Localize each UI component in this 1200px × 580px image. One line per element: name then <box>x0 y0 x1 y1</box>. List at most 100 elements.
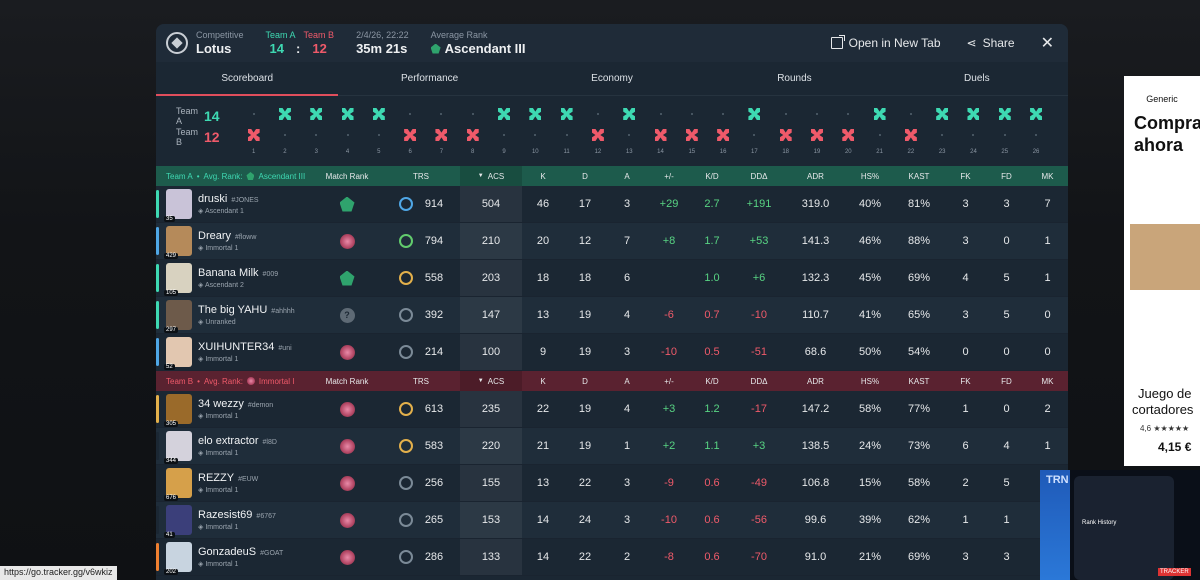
tab-rounds[interactable]: Rounds <box>777 73 812 84</box>
player-name[interactable]: REZZY <box>198 472 235 484</box>
player-name[interactable]: druski <box>198 193 228 205</box>
timeline-round-a[interactable] <box>426 106 457 122</box>
timeline-round-b[interactable] <box>301 127 332 143</box>
timeline-round-b[interactable] <box>426 127 457 143</box>
timeline-round-b[interactable] <box>394 127 425 143</box>
timeline-round-a[interactable] <box>394 106 425 122</box>
col-dd[interactable]: DDΔ <box>750 376 768 386</box>
player-cell[interactable]: 202 GonzadeuS #GOAT ◈ Immortal 1 <box>156 542 312 575</box>
player-name[interactable]: GonzadeuS <box>198 546 257 558</box>
tab-performance[interactable]: Performance <box>400 73 459 84</box>
col-a[interactable]: A <box>624 376 630 386</box>
timeline-round-b[interactable] <box>739 127 770 143</box>
timeline-round-b[interactable] <box>770 127 801 143</box>
timeline-round-b[interactable] <box>958 127 989 143</box>
player-cell[interactable]: 105 Banana Milk #009 ◈ Ascendant 2 <box>156 263 312 296</box>
player-row[interactable]: 305 34 wezzy #demon ◈ Immortal 1 613 235 22 19 4… <box>156 391 1068 428</box>
player-cell[interactable]: 297 The big YAHU #ahhhh ◈ Unranked <box>156 300 312 333</box>
col-fk[interactable]: FK <box>960 171 971 181</box>
timeline-round-b[interactable] <box>332 127 363 143</box>
col-acs[interactable]: ▼ ACS <box>460 166 522 186</box>
open-new-tab-button[interactable]: Open in New Tab <box>830 35 941 50</box>
col-acs[interactable]: ▼ ACS <box>460 371 522 391</box>
timeline-round-a[interactable] <box>301 106 332 122</box>
player-row[interactable]: 202 GonzadeuS #GOAT ◈ Immortal 1 286 133 14 22 2… <box>156 539 1068 576</box>
timeline-round-a[interactable] <box>927 106 958 122</box>
player-name[interactable]: 34 wezzy <box>198 398 244 410</box>
timeline-round-a[interactable] <box>614 106 645 122</box>
timeline-round-b[interactable] <box>645 127 676 143</box>
timeline-round-b[interactable] <box>864 127 895 143</box>
video-overlay[interactable]: TRN Rank History TRACKER <box>1040 470 1200 580</box>
advertisement[interactable]: Generic Compra ahora Juego de cortadores… <box>1124 76 1200 466</box>
player-row[interactable]: 41 Razesist69 #6767 ◈ Immortal 1 265 153 14 24 3… <box>156 502 1068 539</box>
timeline-round-a[interactable] <box>269 106 300 122</box>
timeline-round-b[interactable] <box>895 127 926 143</box>
player-row[interactable]: 676 REZZY #EUW ◈ Immortal 1 256 155 13 22 3 -9 0.6… <box>156 465 1068 502</box>
timeline-round-a[interactable] <box>801 106 832 122</box>
tab-economy[interactable]: Economy <box>591 73 633 84</box>
player-name[interactable]: Dreary <box>198 230 232 242</box>
col-k[interactable]: K <box>540 376 546 386</box>
timeline-round-b[interactable] <box>363 127 394 143</box>
timeline-round-a[interactable] <box>707 106 738 122</box>
player-name[interactable]: Razesist69 <box>198 509 253 521</box>
col-fk[interactable]: FK <box>960 376 971 386</box>
timeline-round-a[interactable] <box>1020 106 1051 122</box>
timeline-round-b[interactable] <box>457 127 488 143</box>
col-mk[interactable]: MK <box>1041 171 1054 181</box>
share-button[interactable]: ⋖ Share <box>967 36 1015 50</box>
timeline-round-b[interactable] <box>238 127 269 143</box>
col-fd[interactable]: FD <box>1001 171 1012 181</box>
timeline-round-b[interactable] <box>989 127 1020 143</box>
player-name[interactable]: elo extractor <box>198 435 259 447</box>
timeline-round-b[interactable] <box>551 127 582 143</box>
player-cell[interactable]: 429 Dreary #floww ◈ Immortal 1 <box>156 226 312 259</box>
player-row[interactable]: 52 XUIHUNTER34 #uni ◈ Immortal 1 214 100 9 19 3 -… <box>156 334 1068 371</box>
col-adr[interactable]: ADR <box>807 376 824 386</box>
player-cell[interactable]: 676 REZZY #EUW ◈ Immortal 1 <box>156 468 312 501</box>
player-cell[interactable]: 344 elo extractor #l8D ◈ Immortal 1 <box>156 431 312 464</box>
timeline-round-b[interactable] <box>801 127 832 143</box>
col-hs[interactable]: HS% <box>860 376 880 386</box>
timeline-round-a[interactable] <box>551 106 582 122</box>
tab-scoreboard[interactable]: Scoreboard <box>156 62 339 96</box>
player-row[interactable]: 429 Dreary #floww ◈ Immortal 1 794 210 20 12 7 +8… <box>156 223 1068 260</box>
player-name[interactable]: XUIHUNTER34 <box>198 341 275 353</box>
timeline-round-a[interactable] <box>457 106 488 122</box>
timeline-round-b[interactable] <box>582 127 613 143</box>
player-row[interactable]: 105 Banana Milk #009 ◈ Ascendant 2 558 203 18 1… <box>156 260 1068 297</box>
col-hs[interactable]: HS% <box>860 171 880 181</box>
timeline-round-a[interactable] <box>958 106 989 122</box>
timeline-round-a[interactable] <box>895 106 926 122</box>
timeline-round-a[interactable] <box>238 106 269 122</box>
col-kast[interactable]: KAST <box>908 171 930 181</box>
timeline-round-a[interactable] <box>864 106 895 122</box>
col-dd[interactable]: DDΔ <box>750 171 768 181</box>
timeline-round-a[interactable] <box>770 106 801 122</box>
player-row[interactable]: 297 The big YAHU #ahhhh ◈ Unranked? 392 147 13… <box>156 297 1068 334</box>
player-cell[interactable]: 35 druski #JONES ◈ Ascendant 1 <box>156 189 312 222</box>
col-mk[interactable]: MK <box>1041 376 1054 386</box>
tab-duels[interactable]: Duels <box>964 73 990 84</box>
timeline-round-b[interactable] <box>269 127 300 143</box>
timeline-round-b[interactable] <box>833 127 864 143</box>
timeline-round-b[interactable] <box>488 127 519 143</box>
col-kd[interactable]: K/D <box>705 376 719 386</box>
timeline-round-b[interactable] <box>927 127 958 143</box>
col-kast[interactable]: KAST <box>908 376 930 386</box>
col-adr[interactable]: ADR <box>807 171 824 181</box>
timeline-round-a[interactable] <box>739 106 770 122</box>
col-trs[interactable]: TRS <box>413 171 429 181</box>
timeline-round-a[interactable] <box>332 106 363 122</box>
col-d[interactable]: D <box>582 171 588 181</box>
timeline-round-a[interactable] <box>363 106 394 122</box>
timeline-round-a[interactable] <box>989 106 1020 122</box>
col-trs[interactable]: TRS <box>413 376 429 386</box>
col-kd[interactable]: K/D <box>705 171 719 181</box>
col-d[interactable]: D <box>582 376 588 386</box>
timeline-round-b[interactable] <box>707 127 738 143</box>
timeline-round-b[interactable] <box>1020 127 1051 143</box>
player-row[interactable]: 35 druski #JONES ◈ Ascendant 1 914 504 46 17 3 +2… <box>156 186 1068 223</box>
player-row[interactable]: 344 elo extractor #l8D ◈ Immortal 1 583 220 21… <box>156 428 1068 465</box>
